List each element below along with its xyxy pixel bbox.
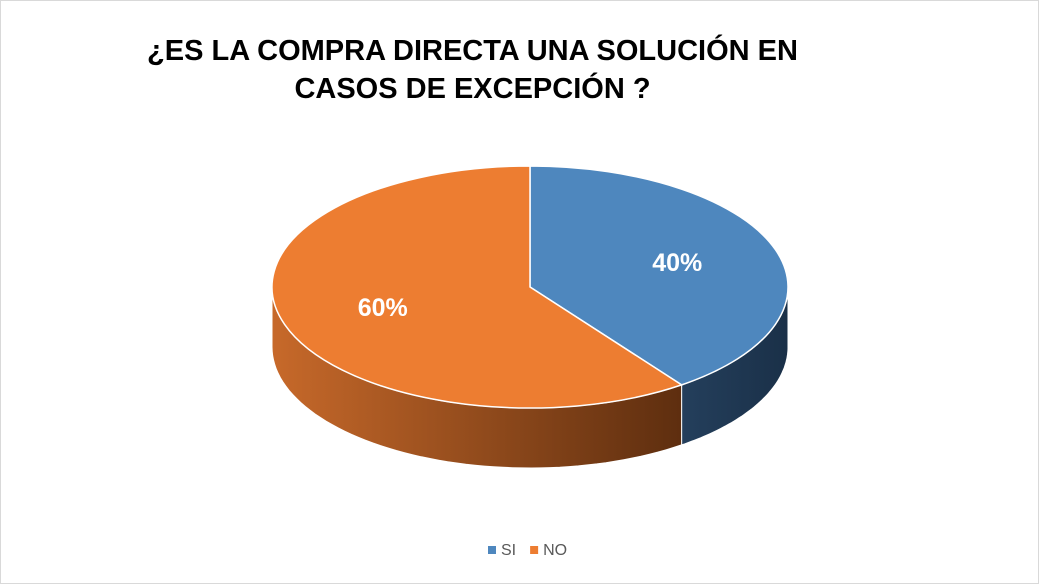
legend-swatch: [488, 546, 496, 554]
legend-swatch: [530, 546, 539, 554]
legend-label: SI: [501, 542, 516, 559]
data-label: 60%: [358, 294, 408, 322]
pie-slice: [529, 165, 789, 386]
legend-label: NO: [543, 542, 567, 559]
pie-slice: [271, 165, 684, 409]
data-label: 40%: [652, 249, 702, 277]
chart-title: ¿ES LA COMPRA DIRECTA UNA SOLUCIÓN EN CA…: [147, 35, 798, 105]
